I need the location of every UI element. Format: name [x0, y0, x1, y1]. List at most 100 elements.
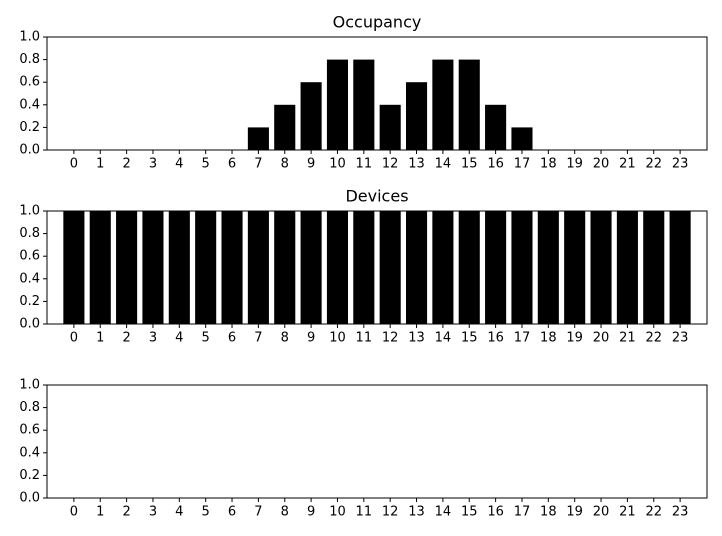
y-tick-label: 0.4	[19, 97, 40, 112]
x-tick-label: 7	[254, 505, 262, 520]
y-tick-label: 0.8	[19, 226, 40, 241]
x-tick-label: 7	[254, 157, 262, 172]
y-tick-label: 0.6	[19, 423, 40, 438]
bar	[669, 211, 691, 324]
axes-frame	[46, 36, 708, 151]
x-tick-label: 8	[281, 331, 289, 346]
axes-frame	[46, 210, 708, 325]
x-tick-label: 4	[175, 505, 183, 520]
bar	[247, 127, 269, 150]
x-tick-label: 10	[329, 157, 346, 172]
x-tick-label: 13	[408, 505, 425, 520]
bar	[168, 211, 190, 324]
x-tick-label: 21	[619, 331, 636, 346]
y-tick-label: 1.0	[19, 204, 40, 219]
x-tick-label: 20	[593, 157, 610, 172]
x-tick-label: 16	[487, 331, 504, 346]
x-tick-label: 22	[645, 331, 662, 346]
x-tick-label: 11	[356, 505, 373, 520]
x-tick-label: 10	[329, 505, 346, 520]
x-tick-label: 22	[645, 157, 662, 172]
x-tick-label: 12	[382, 505, 399, 520]
x-tick-label: 21	[619, 157, 636, 172]
x-tick-label: 8	[281, 505, 289, 520]
x-tick-label: 6	[228, 505, 236, 520]
x-tick-label: 1	[96, 157, 104, 172]
bar	[353, 211, 375, 324]
x-tick-label: 13	[408, 157, 425, 172]
x-tick-label: 2	[122, 157, 130, 172]
bar	[432, 59, 454, 150]
bar	[458, 59, 480, 150]
bar	[326, 211, 349, 324]
x-tick-label: 19	[566, 331, 583, 346]
bar	[300, 211, 322, 324]
x-tick-label: 20	[593, 505, 610, 520]
x-tick-label: 16	[487, 157, 504, 172]
y-tick-label: 0.8	[19, 52, 40, 67]
x-tick-label: 6	[228, 157, 236, 172]
x-tick-label: 10	[329, 331, 346, 346]
x-tick-label: 5	[202, 331, 210, 346]
x-tick-label: 2	[122, 331, 130, 346]
x-tick-label: 6	[228, 331, 236, 346]
x-tick-label: 21	[619, 505, 636, 520]
bar	[116, 211, 138, 324]
bar	[405, 211, 428, 324]
x-tick-label: 11	[356, 331, 373, 346]
y-tick-label: 0.4	[19, 271, 40, 286]
x-tick-label: 3	[149, 505, 157, 520]
x-tick-label: 9	[307, 157, 315, 172]
x-tick-label: 0	[70, 505, 78, 520]
x-tick-label: 7	[254, 331, 262, 346]
bar	[432, 211, 454, 324]
y-tick-label: 0.6	[19, 75, 40, 90]
x-tick-label: 11	[356, 157, 373, 172]
x-tick-label: 22	[645, 505, 662, 520]
x-tick-label: 14	[435, 331, 452, 346]
x-tick-label: 8	[281, 157, 289, 172]
x-tick-label: 12	[382, 331, 399, 346]
axes-frame	[46, 384, 708, 499]
chart-title: Occupancy	[333, 13, 422, 32]
x-tick-label: 17	[514, 157, 531, 172]
x-tick-label: 12	[382, 157, 399, 172]
bar	[458, 211, 480, 324]
y-tick-label: 0.6	[19, 249, 40, 264]
y-tick-label: 0.0	[19, 491, 40, 506]
x-tick-label: 19	[566, 157, 583, 172]
x-tick-label: 5	[202, 505, 210, 520]
x-tick-label: 1	[96, 505, 104, 520]
x-tick-label: 20	[593, 331, 610, 346]
x-tick-label: 15	[461, 157, 478, 172]
x-tick-label: 4	[175, 331, 183, 346]
x-tick-label: 3	[149, 157, 157, 172]
bar	[142, 211, 164, 324]
x-tick-label: 5	[202, 157, 210, 172]
y-tick-label: 1.0	[19, 378, 40, 393]
y-tick-label: 0.4	[19, 445, 40, 460]
x-tick-label: 15	[461, 505, 478, 520]
bar	[379, 211, 401, 324]
x-tick-label: 17	[514, 331, 531, 346]
bar	[590, 211, 612, 324]
x-tick-label: 1	[96, 331, 104, 346]
x-tick-label: 18	[540, 331, 557, 346]
bar	[511, 211, 533, 324]
chart-title: Devices	[345, 187, 408, 206]
x-tick-label: 2	[122, 505, 130, 520]
x-tick-label: 0	[70, 331, 78, 346]
bar	[379, 104, 401, 150]
bar	[63, 211, 85, 324]
x-tick-label: 9	[307, 505, 315, 520]
x-tick-label: 15	[461, 331, 478, 346]
x-tick-label: 4	[175, 157, 183, 172]
x-tick-label: 18	[540, 157, 557, 172]
x-tick-label: 3	[149, 331, 157, 346]
bar	[195, 211, 217, 324]
x-tick-label: 23	[672, 157, 689, 172]
bar	[405, 82, 428, 150]
bar	[353, 59, 375, 150]
bar	[274, 104, 296, 150]
